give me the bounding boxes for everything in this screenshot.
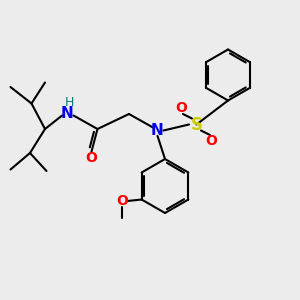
Text: N: N bbox=[61, 106, 74, 122]
Text: O: O bbox=[206, 134, 218, 148]
Text: O: O bbox=[116, 194, 128, 208]
Text: O: O bbox=[85, 151, 98, 164]
Text: N: N bbox=[151, 123, 164, 138]
Text: O: O bbox=[176, 101, 188, 115]
Text: H: H bbox=[65, 96, 75, 109]
Text: S: S bbox=[190, 116, 202, 134]
